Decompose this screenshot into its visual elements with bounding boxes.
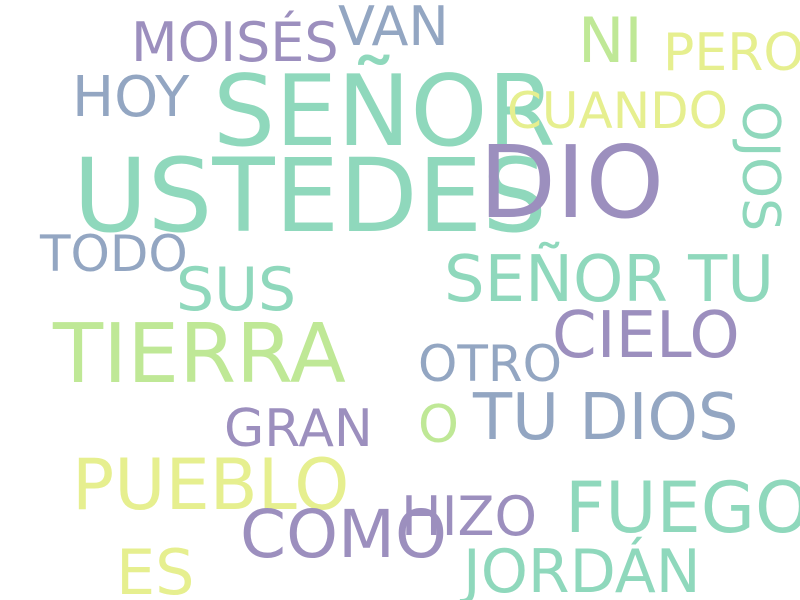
word-gran: GRAN xyxy=(224,399,373,459)
word-ustedes: USTEDES xyxy=(73,137,547,256)
word-pero: PERO xyxy=(663,23,800,83)
word-sus: SUS xyxy=(176,255,297,325)
word-cielo: CIELO xyxy=(552,299,740,373)
word-dio: DIO xyxy=(479,124,665,241)
word-tierra: TIERRA xyxy=(53,307,346,402)
word-ni: NI xyxy=(578,4,643,77)
word-van: VAN xyxy=(338,0,449,58)
word-cuando: CUANDO xyxy=(507,82,728,140)
word-otro: OTRO xyxy=(418,335,562,393)
word-jordan: JORDÁN xyxy=(463,537,701,600)
word-pueblo: PUEBLO xyxy=(72,444,350,526)
word-senor-tu: SEÑOR TU xyxy=(444,243,775,317)
word-es: ES xyxy=(116,536,195,600)
word-o: O xyxy=(418,395,459,455)
word-moises: MOISÉS xyxy=(131,11,339,74)
word-senor: SEÑOR xyxy=(213,55,556,169)
word-fuego: FUEGO xyxy=(565,467,800,549)
word-todo: TODO xyxy=(40,225,188,283)
word-hoy: HOY xyxy=(72,65,190,130)
word-como: COMO xyxy=(240,496,447,573)
word-hizo: HIZO xyxy=(401,485,538,548)
word-tu-dios: TU DIOS xyxy=(473,381,739,455)
word-ojos: OJOS xyxy=(730,100,791,232)
